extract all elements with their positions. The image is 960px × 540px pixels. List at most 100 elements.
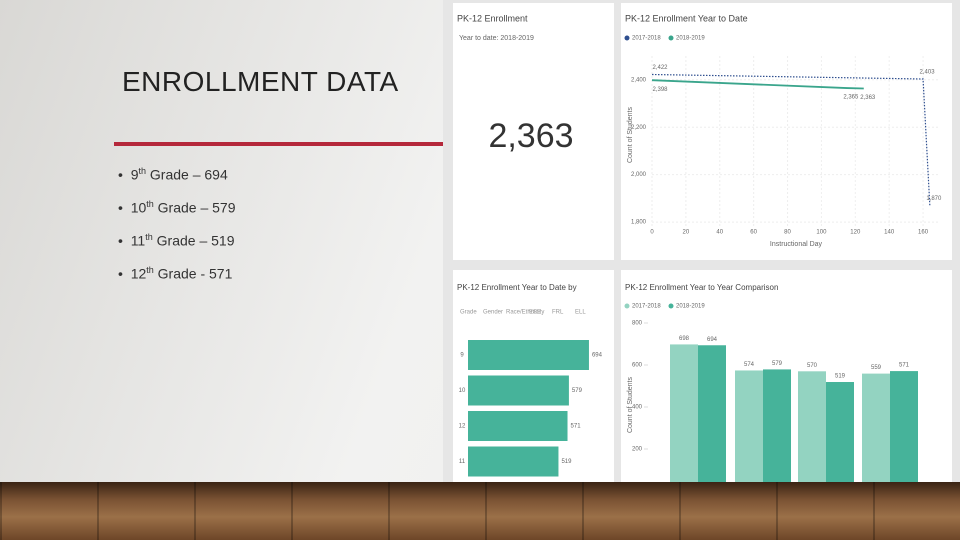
text: Grade – 579 bbox=[157, 199, 236, 216]
legend-label: 2018-2019 bbox=[676, 304, 705, 310]
legend-swatch bbox=[668, 303, 674, 309]
y-tick-label: 2,200 bbox=[631, 125, 647, 131]
data-label: 694 bbox=[592, 353, 603, 359]
slide-title: ENROLLMENT DATA bbox=[122, 66, 399, 97]
card-subtitle: Year to date: 2018-2019 bbox=[459, 35, 534, 42]
legend-swatch bbox=[624, 35, 630, 41]
data-label: 2,398 bbox=[652, 87, 668, 93]
grade: 10 bbox=[130, 199, 147, 216]
bullet: • 12th Grade - 571 bbox=[118, 265, 233, 282]
data-label: 579 bbox=[572, 388, 583, 394]
data-label: 571 bbox=[899, 363, 910, 369]
data-label: 698 bbox=[679, 336, 690, 342]
category-label: 12 bbox=[459, 424, 466, 430]
suffix: th bbox=[138, 166, 146, 176]
bar bbox=[798, 371, 826, 491]
bar bbox=[468, 446, 559, 477]
y-tick-label: 1,800 bbox=[631, 220, 647, 226]
data-label: 694 bbox=[707, 337, 718, 343]
card-title: PK-12 Enrollment bbox=[457, 13, 528, 23]
card-value: 2,363 bbox=[488, 117, 573, 155]
y-tick-label: 200 bbox=[632, 447, 643, 453]
data-label: 2,422 bbox=[652, 65, 668, 71]
x-tick-label: 60 bbox=[750, 230, 757, 236]
data-label: 559 bbox=[871, 365, 882, 371]
bullet: • 9th Grade – 694 bbox=[118, 166, 228, 183]
wood-floor bbox=[0, 482, 960, 540]
category-label: 9 bbox=[460, 353, 464, 359]
bar bbox=[468, 375, 569, 406]
suffix: th bbox=[146, 265, 154, 275]
bar bbox=[698, 345, 726, 491]
grade: 9 bbox=[130, 166, 139, 183]
x-tick-label: 40 bbox=[716, 230, 723, 236]
filter-label: Race/Ethnicity bbox=[506, 310, 544, 316]
data-label: 2,363 bbox=[860, 95, 876, 101]
filter-label: ELL bbox=[575, 310, 586, 316]
category-label: 10 bbox=[459, 388, 466, 394]
bar bbox=[826, 382, 854, 491]
y-tick-label: 2,000 bbox=[631, 172, 647, 178]
category-label: 11 bbox=[459, 459, 466, 465]
filter-label: Grade bbox=[460, 310, 477, 316]
bullet: • 10th Grade – 579 bbox=[118, 199, 236, 216]
y-tick-label: 400 bbox=[632, 405, 643, 411]
data-label: 2,403 bbox=[920, 70, 936, 76]
suffix: th bbox=[145, 232, 153, 242]
x-tick-label: 100 bbox=[816, 230, 827, 236]
x-tick-label: 80 bbox=[784, 230, 791, 236]
data-label: 2,365 bbox=[843, 95, 859, 101]
chart-title: PK-12 Enrollment Year to Year Comparison bbox=[625, 283, 778, 292]
data-label: 519 bbox=[561, 459, 572, 465]
data-label: 574 bbox=[744, 362, 755, 368]
bar bbox=[670, 344, 698, 491]
panel bbox=[621, 3, 952, 260]
x-tick-label: 120 bbox=[850, 230, 861, 236]
line bbox=[651, 73, 931, 206]
grade: 11 bbox=[130, 232, 146, 249]
y-axis-label: Count of Students bbox=[627, 106, 634, 163]
legend-swatch bbox=[668, 35, 674, 41]
bullet: • 11th Grade – 519 bbox=[118, 232, 235, 249]
y-tick-label: 2,400 bbox=[631, 77, 647, 83]
panel bbox=[453, 3, 614, 260]
x-tick-label: 20 bbox=[683, 230, 690, 236]
x-tick-label: 140 bbox=[884, 230, 895, 236]
legend-label: 2017-2018 bbox=[632, 36, 661, 42]
filter-label: ESE bbox=[529, 310, 541, 316]
text: Grade - 571 bbox=[157, 265, 233, 282]
chart-title: PK-12 Enrollment Year to Date bbox=[625, 13, 748, 23]
title-rule bbox=[114, 142, 445, 146]
x-axis-label: Instructional Day bbox=[770, 241, 823, 248]
x-tick-label: 160 bbox=[918, 230, 929, 236]
bar bbox=[735, 370, 763, 491]
bar bbox=[468, 411, 568, 441]
text: Grade – 694 bbox=[149, 166, 228, 183]
grade: 12 bbox=[130, 265, 147, 282]
data-label: 570 bbox=[807, 363, 818, 369]
legend-label: 2017-2018 bbox=[632, 304, 661, 310]
bar bbox=[890, 371, 918, 491]
bar bbox=[468, 340, 589, 370]
data-label: 579 bbox=[772, 361, 783, 367]
legend-swatch bbox=[624, 303, 630, 309]
bar bbox=[862, 373, 890, 491]
y-tick-label: 800 bbox=[632, 321, 643, 327]
text: Grade – 519 bbox=[156, 232, 235, 249]
data-label: 1,870 bbox=[926, 196, 942, 202]
data-label: 519 bbox=[835, 374, 846, 380]
line bbox=[651, 79, 864, 90]
filter-label: Gender bbox=[483, 310, 503, 316]
filter-label: FRL bbox=[552, 310, 564, 316]
chart-title: PK-12 Enrollment Year to Date by bbox=[457, 283, 577, 292]
bar bbox=[763, 369, 791, 491]
y-tick-label: 600 bbox=[632, 363, 643, 369]
y-axis-label: Count of Students bbox=[627, 376, 634, 433]
x-tick-label: 0 bbox=[650, 230, 654, 236]
suffix: th bbox=[146, 199, 154, 209]
data-label: 571 bbox=[571, 424, 582, 430]
